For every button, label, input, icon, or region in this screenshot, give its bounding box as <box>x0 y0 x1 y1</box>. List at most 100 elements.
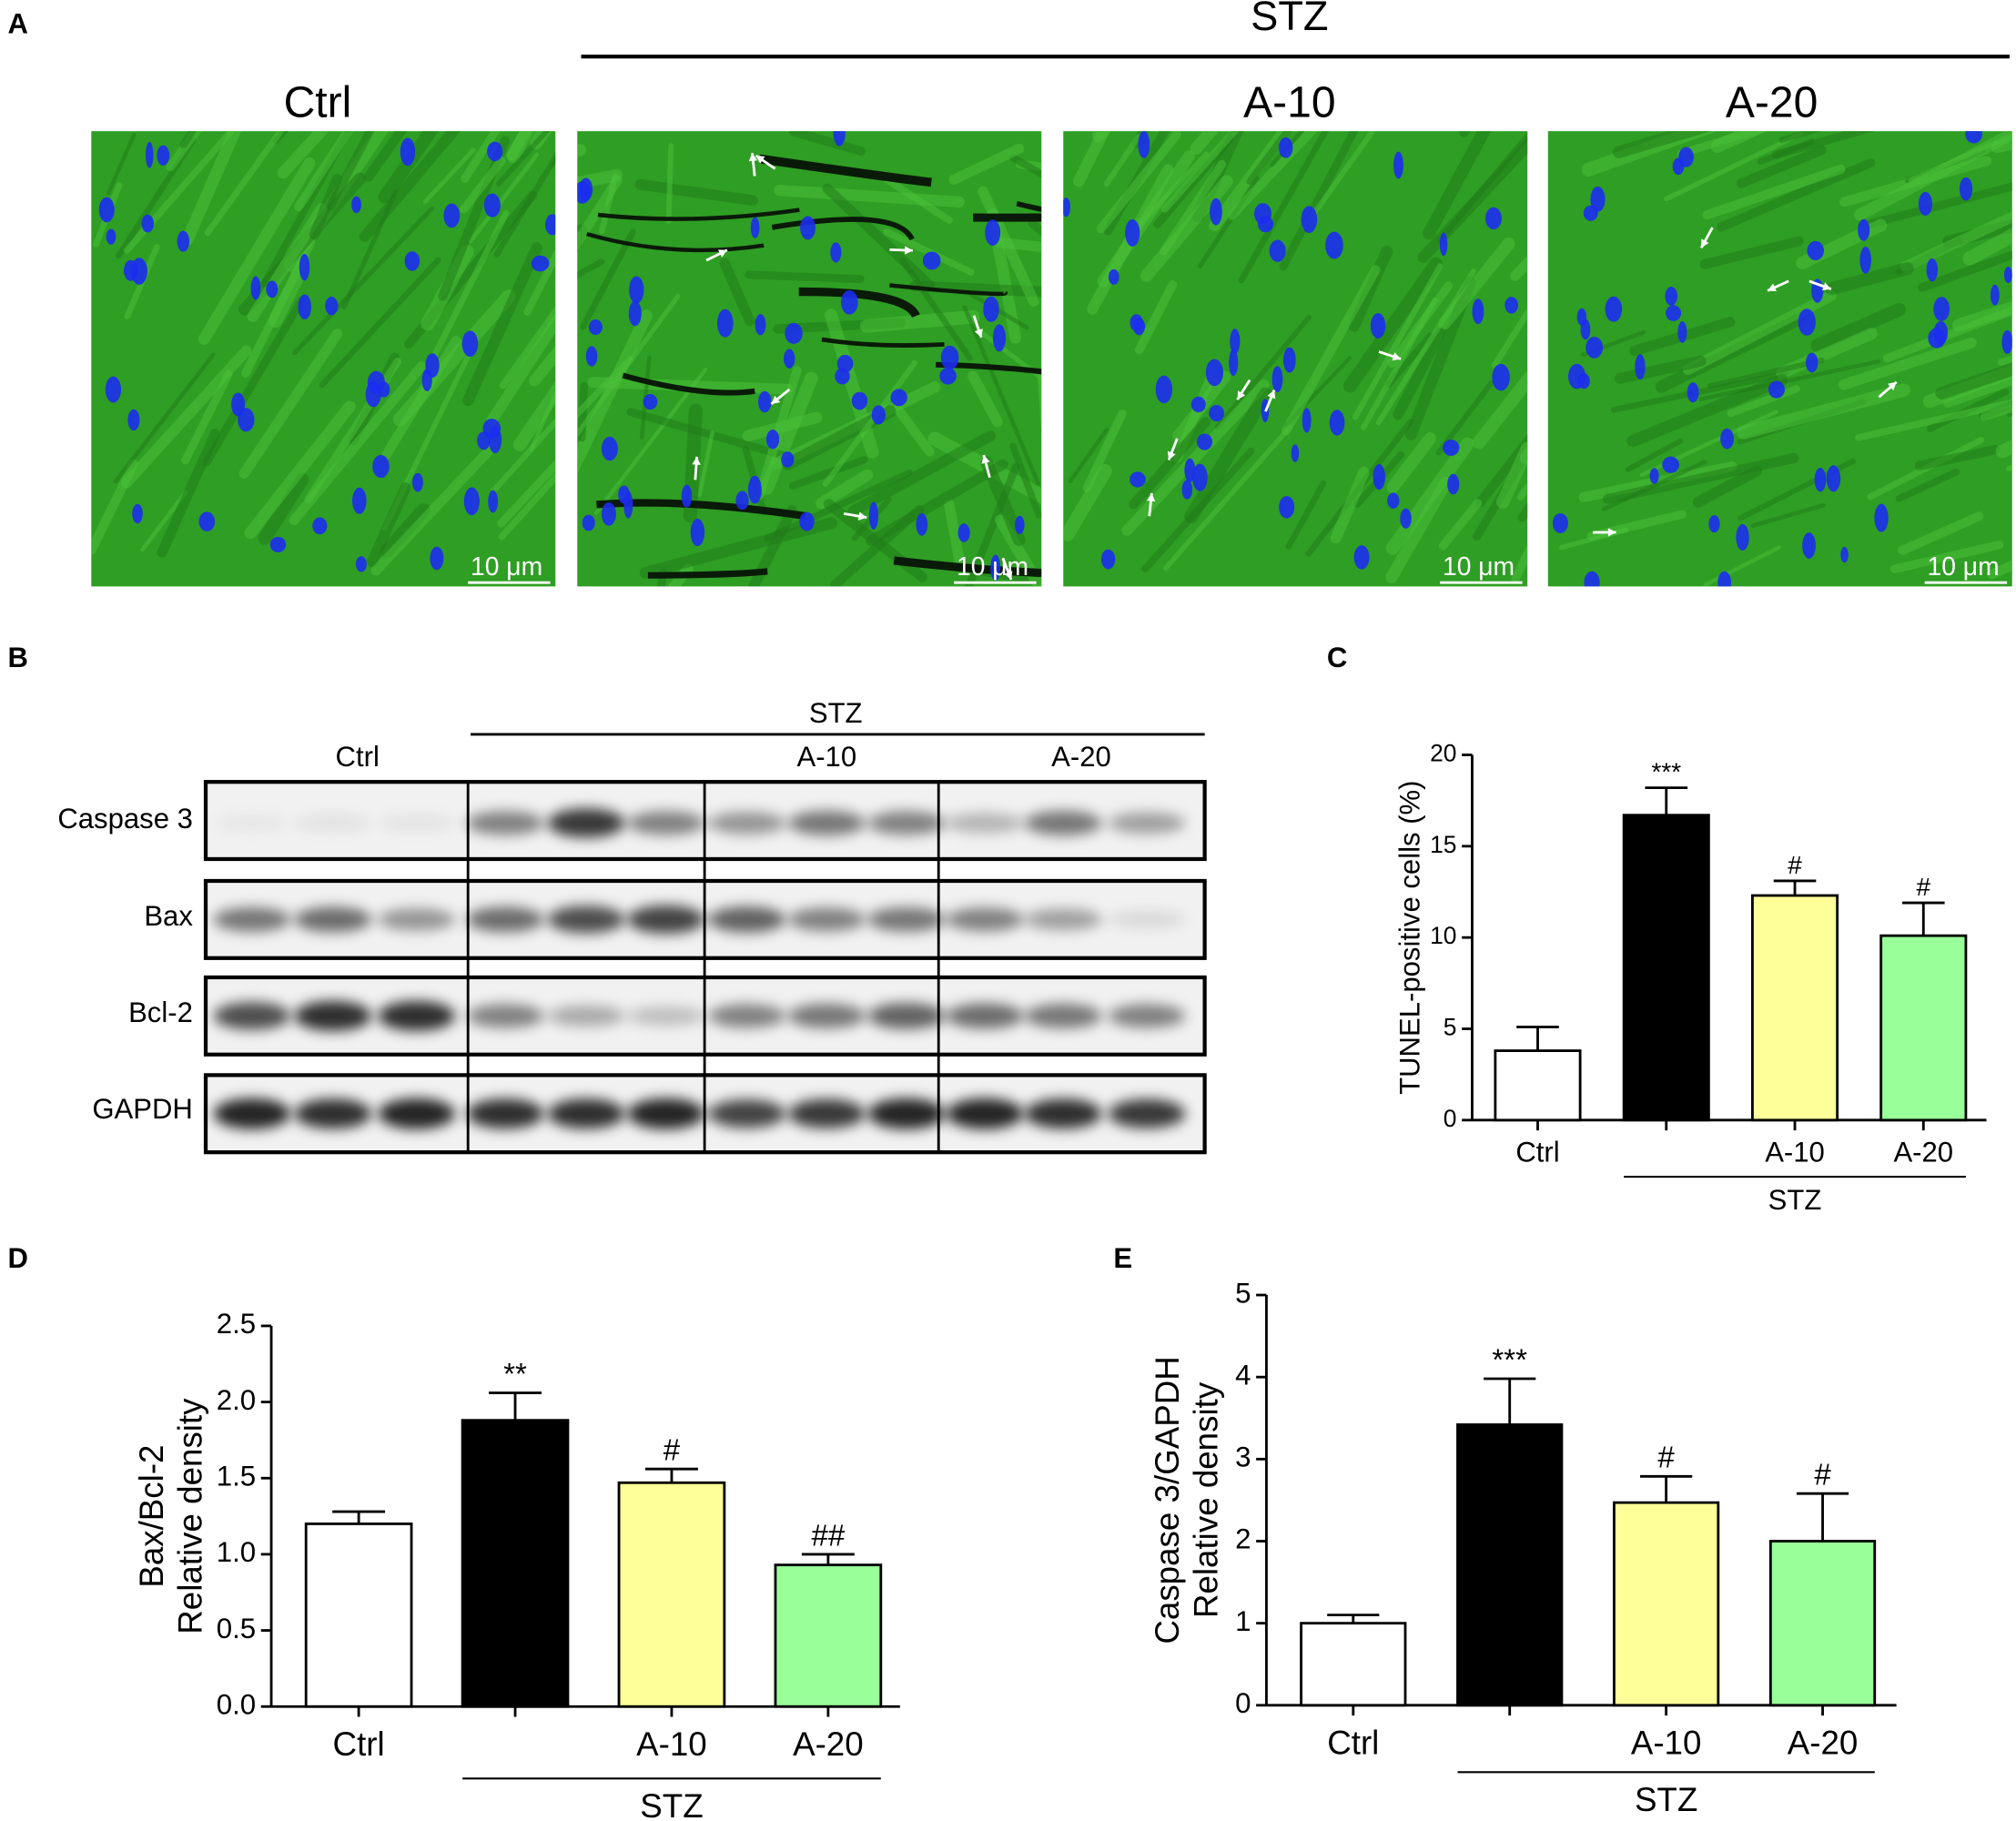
fiber <box>202 296 306 467</box>
fiber <box>1699 236 1804 269</box>
fiber <box>719 258 755 327</box>
significance-label: # <box>664 1434 681 1468</box>
fiber <box>593 367 708 515</box>
fiber <box>380 503 431 559</box>
fiber <box>1386 432 1437 494</box>
y-axis-label: Caspase 3/GAPDH <box>1149 1356 1186 1644</box>
fiber <box>697 430 714 498</box>
arrow-head <box>1701 238 1709 248</box>
bar <box>1622 814 1710 1122</box>
nucleus <box>1649 468 1659 484</box>
fiber <box>577 168 623 190</box>
fiber <box>268 258 310 329</box>
fiber <box>1778 131 1821 144</box>
fiber <box>495 131 551 187</box>
fiber <box>1889 541 2004 573</box>
fiber <box>309 173 343 240</box>
fiber <box>577 356 633 420</box>
arrow-head <box>748 153 758 162</box>
micrograph: 10 μm <box>91 131 556 587</box>
column-title: A-10 <box>796 741 856 773</box>
fiber <box>506 131 532 161</box>
fiber <box>948 143 1025 185</box>
fiber <box>529 389 556 452</box>
significance-label: # <box>1788 851 1802 879</box>
nucleus <box>835 368 850 385</box>
nucleus <box>681 484 693 508</box>
fiber <box>1191 131 1244 223</box>
nucleus <box>487 141 503 162</box>
fiber <box>774 184 965 208</box>
panel-label: D <box>7 1242 27 1274</box>
band <box>787 810 866 835</box>
nucleus <box>1802 532 1816 559</box>
fiber <box>1068 428 1109 484</box>
scale-bar-label: 10 μm <box>1928 551 2000 581</box>
nucleus <box>1814 468 1827 492</box>
nucleus <box>618 485 630 504</box>
fiber <box>1330 466 1370 544</box>
nucleus <box>1100 549 1116 570</box>
fiber <box>1385 437 1474 555</box>
band <box>1024 1098 1102 1129</box>
nucleus <box>939 367 957 385</box>
band <box>1108 910 1186 928</box>
fiber <box>1935 362 2012 400</box>
y-tick-label: 0 <box>1444 1105 1457 1132</box>
fiber <box>639 517 837 579</box>
fiber <box>181 131 242 246</box>
fiber <box>577 258 605 279</box>
band <box>867 1002 946 1029</box>
fiber <box>157 429 220 558</box>
band <box>708 1099 786 1128</box>
micrograph: 10 μm <box>1547 131 2012 587</box>
fiber <box>1279 131 1359 271</box>
nucleus <box>716 309 734 338</box>
nucleus <box>1504 297 1518 314</box>
fiber <box>292 206 435 356</box>
x-tick-label: A-10 <box>1765 1136 1825 1168</box>
fiber <box>1302 131 1376 230</box>
fiber <box>577 175 623 252</box>
nucleus <box>1583 205 1598 221</box>
y-tick-label: 0.0 <box>217 1688 256 1720</box>
band <box>867 906 946 932</box>
fiber <box>579 228 636 330</box>
y-tick-label: 1 <box>1235 1605 1251 1637</box>
fiber <box>1028 218 1042 237</box>
band <box>787 907 866 932</box>
nucleus <box>412 472 423 492</box>
fiber <box>1771 131 1875 159</box>
nucleus <box>735 491 749 511</box>
nucleus <box>585 346 598 367</box>
fiber <box>120 345 252 489</box>
fiber <box>461 131 501 184</box>
fiber <box>366 482 411 568</box>
arrow-head <box>718 249 727 258</box>
band <box>708 1004 786 1028</box>
nucleus <box>1205 359 1223 387</box>
nucleus <box>916 512 928 536</box>
fiber <box>760 371 818 495</box>
fiber <box>1943 376 2012 409</box>
fiber <box>1082 410 1127 492</box>
nucleus <box>1840 546 1849 563</box>
fiber <box>1987 560 2012 580</box>
band <box>466 1004 544 1028</box>
fiber <box>1663 131 1804 202</box>
nucleus <box>1926 258 1939 282</box>
fiber <box>1496 441 1528 509</box>
fiber <box>1677 131 1768 157</box>
fiber <box>822 183 936 291</box>
nucleus <box>177 230 190 252</box>
gap <box>936 361 1042 375</box>
band <box>213 1002 291 1030</box>
nucleus <box>840 289 858 315</box>
band <box>1024 908 1102 931</box>
gap <box>889 283 1008 297</box>
fiber <box>490 418 556 494</box>
nucleus <box>1492 363 1510 391</box>
fiber <box>944 499 966 569</box>
